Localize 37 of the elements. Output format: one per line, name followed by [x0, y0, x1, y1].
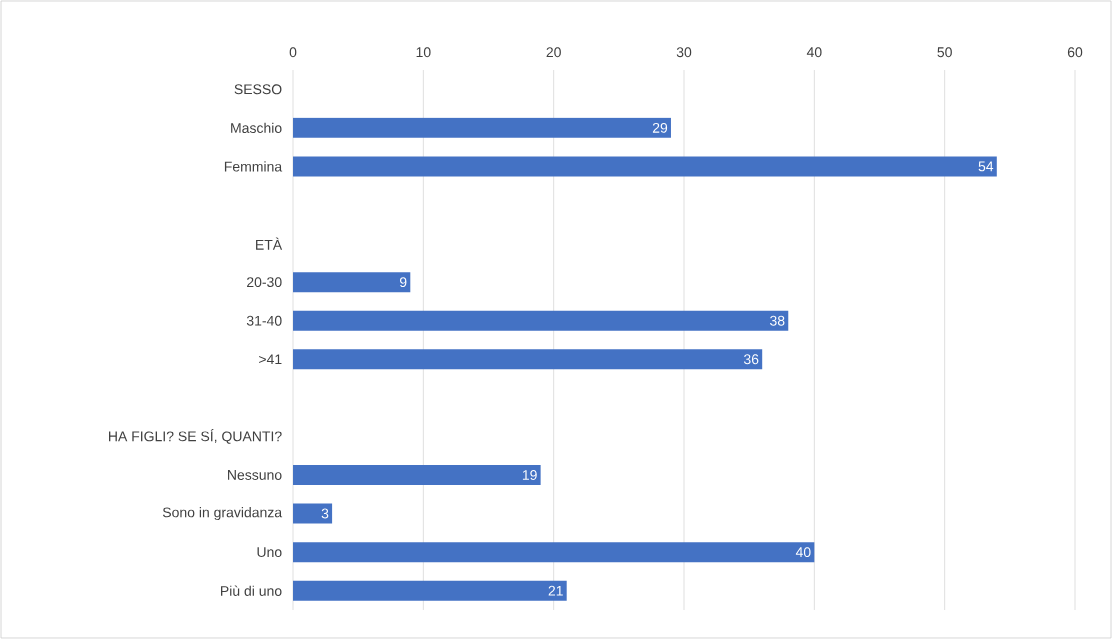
y-tick-label: SESSO: [234, 84, 282, 95]
y-tick-label: >41: [259, 354, 282, 365]
bar: [293, 503, 333, 524]
y-tick-label: 31-40: [246, 315, 282, 326]
bar: [293, 272, 411, 293]
data-label: 3: [321, 508, 329, 519]
bar: [293, 580, 567, 601]
y-tick-label: Nessuno: [228, 470, 282, 480]
y-tick-label: ETÀ: [256, 237, 283, 250]
y-tick-label: Sono in gravidanza: [162, 507, 283, 521]
y-tick-label: Uno: [257, 547, 282, 558]
y-tick-label: Più di uno: [221, 585, 282, 596]
data-label: 40: [795, 547, 811, 558]
x-tick-label: 20: [546, 47, 561, 58]
x-tick-label: 60: [1067, 47, 1083, 58]
data-label: 54: [978, 161, 994, 172]
y-tick-label: HA FIGLI? SE SÍ, QUANTI?: [109, 429, 282, 444]
x-tick-label: 0: [289, 47, 297, 58]
bar: [293, 464, 541, 485]
y-tick-label: Maschio: [231, 122, 282, 133]
x-tick-label: 40: [806, 47, 822, 58]
x-tick-label: 50: [937, 47, 952, 58]
bar: [293, 156, 997, 177]
x-tick-label: 10: [416, 47, 431, 58]
bar: [293, 310, 789, 331]
y-tick-label: 20-30: [247, 277, 282, 288]
y-tick-label: Femmina: [224, 161, 283, 172]
data-label: 21: [548, 585, 563, 596]
data-label: 29: [652, 122, 668, 133]
bar: [293, 542, 815, 563]
data-label: 36: [743, 354, 759, 365]
bar: [293, 117, 671, 138]
data-label: 38: [770, 315, 785, 326]
data-label: 9: [399, 277, 407, 288]
data-label: 19: [522, 470, 537, 480]
x-tick-label: 30: [676, 47, 692, 58]
bar: [293, 349, 763, 370]
